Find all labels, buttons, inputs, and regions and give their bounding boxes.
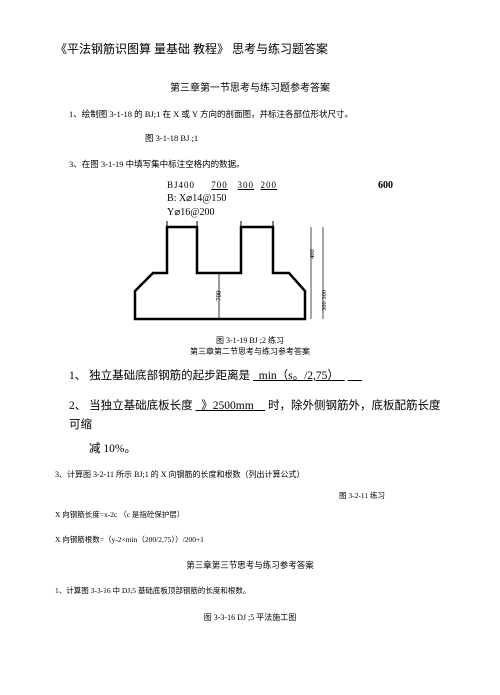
fig-last: 图 3-3-16 DJ ;5 平法施工图 [55,612,445,623]
question-3: 3、在图 3-1-19 中填写集中标注空格内的数据。 [69,158,445,170]
svg-text:400: 400 [309,249,316,259]
question-1: 1、绘制图 3-1-18 的 BJ;1 在 X 或 Y 方向的剖面图，并标注各部… [69,108,445,120]
s3-q1: 1、计算图 3-3-16 中 DJ;5 基础底板顶部钢筋的长度和根数。 [55,585,445,596]
calc-q3: 3、计算图 3-2-11 所示 BJ;1 的 X 向钢筋的长度和根数（列出计算公… [55,469,445,480]
rebar-labels: B: X⌀14@150 Y⌀16@200 [167,192,226,219]
indep-q1: 1、 独立基础底部钢筋的起步距离是 min（s。/2,75） [69,367,445,387]
indep-q2: 2、 当独立基础底板长度 》2500mm 时，除外侧钢筋外，底板配筋长度可缩 [69,397,445,436]
section-diagram: 700 400 300 300 [125,219,355,329]
indep-q2-line2: 减 10%。 [89,440,445,460]
fig-1-label: 图 3-1-18 BJ ;1 [145,132,445,144]
section-1-header: 第三章第一节思考与练习题参考答案 [55,79,445,94]
diagram-block: BJ400 700 300 200 600 B: X⌀14@150 Y⌀16@2… [55,180,445,331]
svg-text:700: 700 [215,290,223,301]
dims-top: BJ400 700 300 200 [167,180,277,190]
svg-text:300 300: 300 300 [321,290,328,311]
fig-3-1-19-label: 图 3-1-19 BJ ;2 练习 第三章第二节思考与练习参考答案 [55,335,445,357]
fig-3-2-11: 图 3-2-11 练习 [55,490,385,501]
formula-2: X 向钢筋根数=（y-2×min（200/2,75））/200+1 [55,534,445,545]
formula-1: X 向钢筋长度=x-2c （c 是指砼保护层） [55,509,445,520]
section-3-header: 第三章第三节思考与练习参考答案 [55,559,445,571]
doc-title: 《平法钢筋识图算 量基础 教程》 思考与练习题答案 [55,40,445,57]
dim-600: 600 [378,180,393,191]
